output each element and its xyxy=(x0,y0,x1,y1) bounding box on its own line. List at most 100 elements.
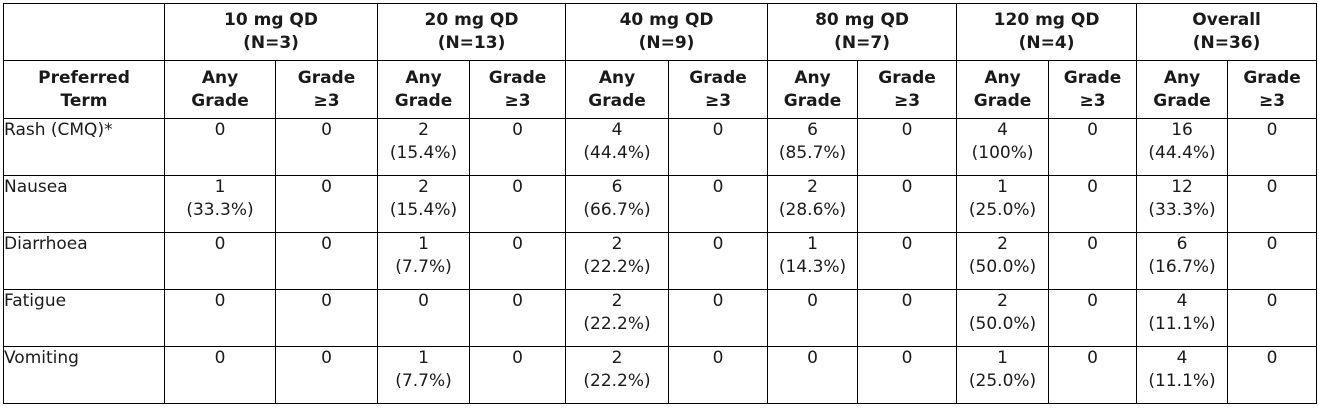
event-count: 1 xyxy=(418,234,429,254)
event-percent: (44.4%) xyxy=(1148,143,1216,163)
dose-group-header-row: 10 mg QD (N=3) 20 mg QD (N=13) 40 mg QD … xyxy=(3,3,1318,61)
event-percent: (25.0%) xyxy=(968,200,1037,220)
grade3-cell: 0 xyxy=(1227,232,1318,290)
event-count: 0 xyxy=(214,120,226,140)
grade3-header: Grade ≥3 xyxy=(857,60,958,119)
header-line: ≥3 xyxy=(1079,90,1106,111)
event-count: 2 xyxy=(418,120,429,140)
group-label: 10 mg QD xyxy=(224,10,318,30)
event-count: 0 xyxy=(214,291,226,311)
any-grade-cell: 4 (11.1%) xyxy=(1136,346,1229,404)
event-count: 0 xyxy=(418,291,429,311)
any-grade-cell: 1 (7.7%) xyxy=(377,232,471,290)
header-line: ≥3 xyxy=(705,90,732,111)
grade3-cell: 0 xyxy=(1227,175,1318,233)
group-n: (N=3) xyxy=(243,33,299,53)
header-line: Grade xyxy=(878,67,936,88)
event-percent: (44.4%) xyxy=(583,143,651,163)
any-grade-cell: 6 (85.7%) xyxy=(767,118,859,176)
table-row: Rash (CMQ)* 0 0 2 (15.4%) 0 4 (44.4%) 0 6 (85.7%) 0… xyxy=(3,118,1318,176)
event-count: 6 xyxy=(807,120,818,140)
grade3-cell: 0 xyxy=(469,346,567,404)
preferred-term-header: Preferred Term xyxy=(3,60,165,119)
event-count: 0 xyxy=(214,234,226,254)
grade3-cell: 0 xyxy=(274,118,379,176)
group-n: (N=13) xyxy=(437,33,506,53)
grade-header-row: Preferred Term Any Grade Grade ≥3 Any Grade Gr… xyxy=(3,60,1318,119)
any-grade-cell: 12 (33.3%) xyxy=(1136,175,1229,233)
any-grade-cell: 0 xyxy=(767,346,859,404)
header-line: Term xyxy=(60,90,108,111)
event-percent: (22.2%) xyxy=(583,257,651,277)
header-line: Grade xyxy=(297,67,356,88)
event-percent: (25.0%) xyxy=(968,371,1037,391)
group-header-120mg: 120 mg QD (N=4) xyxy=(956,3,1138,61)
grade3-cell: 0 xyxy=(274,175,379,233)
event-percent: (66.7%) xyxy=(583,200,651,220)
group-label: 20 mg QD xyxy=(424,10,519,30)
any-grade-cell: 1 (7.7%) xyxy=(377,346,471,404)
grade3-cell: 0 xyxy=(857,346,958,404)
preferred-term-cell: Fatigue xyxy=(3,289,165,347)
grade3-cell: 0 xyxy=(668,118,769,176)
event-count: 4 xyxy=(1176,291,1188,311)
event-count: 16 xyxy=(1171,120,1193,140)
grade3-cell: 0 xyxy=(469,289,567,347)
event-percent: (100%) xyxy=(971,143,1034,163)
any-grade-cell: 0 xyxy=(164,118,276,176)
grade3-header: Grade ≥3 xyxy=(274,60,379,119)
group-header-20mg: 20 mg QD (N=13) xyxy=(377,3,567,61)
grade3-cell: 0 xyxy=(668,289,769,347)
event-percent: (50.0%) xyxy=(968,257,1037,277)
any-grade-cell: 2 (22.2%) xyxy=(565,346,670,404)
event-count: 1 xyxy=(997,348,1008,368)
event-count: 2 xyxy=(997,291,1008,311)
grade3-cell: 0 xyxy=(1048,232,1138,290)
event-percent: (16.7%) xyxy=(1148,257,1216,277)
any-grade-cell: 16 (44.4%) xyxy=(1136,118,1229,176)
event-count: 6 xyxy=(611,177,623,197)
header-line: Any xyxy=(984,67,1021,88)
event-percent: (7.7%) xyxy=(395,371,452,391)
event-percent: (28.6%) xyxy=(778,200,847,220)
header-line: Any xyxy=(794,67,831,88)
grade3-cell: 0 xyxy=(274,232,379,290)
table-body: Rash (CMQ)* 0 0 2 (15.4%) 0 4 (44.4%) 0 6 (85.7%) 0… xyxy=(3,118,1318,404)
any-grade-cell: 4 (44.4%) xyxy=(565,118,670,176)
grade3-cell: 0 xyxy=(1048,289,1138,347)
any-grade-cell: 2 (50.0%) xyxy=(956,289,1050,347)
grade3-cell: 0 xyxy=(274,346,379,404)
preferred-term-cell: Nausea xyxy=(3,175,165,233)
group-label: 80 mg QD xyxy=(815,10,910,30)
group-n: (N=9) xyxy=(638,33,695,53)
any-grade-cell: 1 (14.3%) xyxy=(767,232,859,290)
event-count: 2 xyxy=(807,177,818,197)
event-count: 2 xyxy=(611,348,623,368)
any-grade-cell: 1 (25.0%) xyxy=(956,346,1050,404)
table-row: Fatigue 0 0 0 0 2 (22.2%) 0 0 0 2 (50.0%) 0 4 (11.1%) 0 xyxy=(3,289,1318,347)
group-label: Overall xyxy=(1192,10,1261,30)
group-n: (N=4) xyxy=(1018,33,1075,53)
header-line: Any xyxy=(201,67,239,88)
event-percent: (33.3%) xyxy=(186,200,254,220)
header-line: Grade xyxy=(973,90,1032,111)
any-grade-cell: 1 (33.3%) xyxy=(164,175,276,233)
grade3-cell: 0 xyxy=(857,118,958,176)
grade3-cell: 0 xyxy=(1227,118,1318,176)
any-grade-header: Any Grade xyxy=(1136,60,1229,119)
group-header-80mg: 80 mg QD (N=7) xyxy=(767,3,958,61)
grade3-cell: 0 xyxy=(857,232,958,290)
header-line: Grade xyxy=(689,67,747,88)
grade3-cell: 0 xyxy=(1048,346,1138,404)
any-grade-cell: 4 (11.1%) xyxy=(1136,289,1229,347)
event-count: 1 xyxy=(214,177,226,197)
any-grade-cell: 2 (22.2%) xyxy=(565,232,670,290)
any-grade-header: Any Grade xyxy=(565,60,670,119)
header-line: Grade xyxy=(783,90,842,111)
event-count: 0 xyxy=(807,348,818,368)
header-line: Grade xyxy=(488,67,547,88)
event-percent: (22.2%) xyxy=(583,314,651,334)
header-line: Any xyxy=(405,67,442,88)
adverse-events-table: 10 mg QD (N=3) 20 mg QD (N=13) 40 mg QD … xyxy=(3,3,1318,404)
event-percent: (11.1%) xyxy=(1148,371,1216,391)
